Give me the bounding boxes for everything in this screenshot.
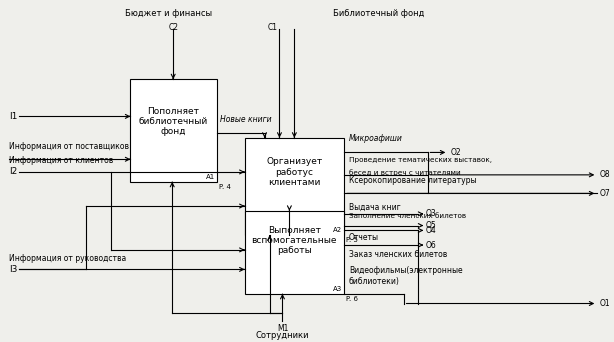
Text: Организует
работус
клиентами: Организует работус клиентами (266, 157, 322, 187)
Text: O4: O4 (426, 226, 436, 235)
Text: Пополняет
библиотечный
фонд: Пополняет библиотечный фонд (139, 107, 208, 136)
Text: O1: O1 (599, 299, 610, 308)
Text: Новые книги: Новые книги (220, 115, 271, 124)
Bar (131, 79, 217, 182)
Text: Бюджет и финансы: Бюджет и финансы (125, 9, 212, 18)
Text: O5: O5 (426, 221, 436, 230)
Text: O6: O6 (426, 240, 436, 250)
Text: Сотрудники: Сотрудники (255, 331, 309, 340)
Text: Информация от руководства: Информация от руководства (9, 253, 126, 263)
Text: Выдача книг: Выдача книг (349, 203, 401, 212)
Bar (245, 138, 344, 235)
Text: A2: A2 (333, 227, 342, 233)
Text: I2: I2 (9, 168, 18, 176)
Text: C1: C1 (268, 23, 278, 32)
Text: бесед и встреч с читателями: бесед и встреч с читателями (349, 169, 460, 176)
Text: Видеофильмы(электронные: Видеофильмы(электронные (349, 266, 462, 275)
Text: C2: C2 (168, 23, 178, 32)
Text: P. 6: P. 6 (346, 296, 358, 302)
Text: Отчеты: Отчеты (349, 233, 379, 242)
Text: A1: A1 (206, 174, 215, 180)
Text: Выполняет
вспомогательные
работы: Выполняет вспомогательные работы (252, 225, 337, 255)
Text: M1: M1 (277, 324, 288, 333)
Text: Информация от поставщиков: Информация от поставщиков (9, 143, 130, 152)
Text: P. 4: P. 4 (219, 184, 231, 189)
Text: Библиотечный фонд: Библиотечный фонд (333, 9, 424, 18)
Text: Проведение тематических выставок,: Проведение тематических выставок, (349, 157, 492, 163)
Text: Микроафиши: Микроафиши (349, 134, 403, 143)
Text: Информация от клиентов: Информация от клиентов (9, 156, 114, 165)
Bar (245, 211, 344, 294)
Text: I3: I3 (9, 265, 18, 274)
Text: O8: O8 (599, 170, 610, 179)
Text: Ксерокопирование литературы: Ксерокопирование литературы (349, 175, 476, 185)
Text: I1: I1 (9, 112, 18, 121)
Text: O3: O3 (426, 209, 436, 218)
Text: P. 5: P. 5 (346, 237, 358, 243)
Text: O7: O7 (599, 189, 610, 198)
Text: библиотеки): библиотеки) (349, 277, 400, 286)
Text: O2: O2 (450, 148, 461, 157)
Text: Заказ членских билетов: Заказ членских билетов (349, 250, 447, 259)
Text: Заполнение членских билетов: Заполнение членских билетов (349, 213, 466, 219)
Text: A3: A3 (333, 286, 342, 292)
